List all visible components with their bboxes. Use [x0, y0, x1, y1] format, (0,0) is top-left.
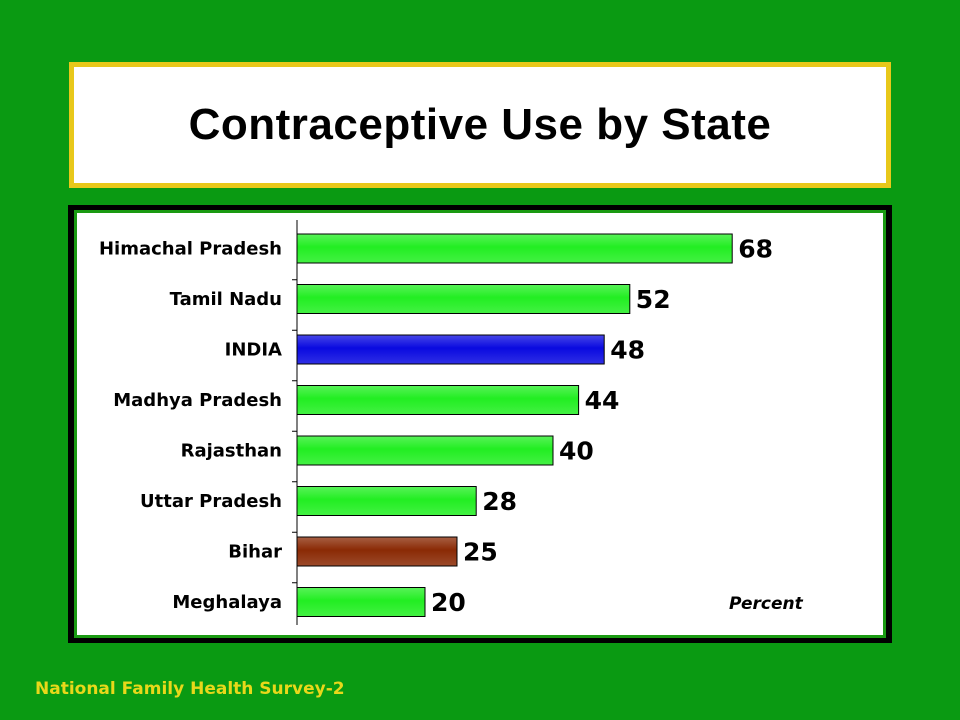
category-label: Tamil Nadu — [170, 289, 282, 310]
bar-india — [296, 334, 605, 365]
data-label: 44 — [585, 386, 620, 415]
bar-uttar-pradesh — [296, 486, 477, 516]
category-label: Himachal Pradesh — [99, 239, 282, 260]
data-label: 25 — [463, 538, 498, 567]
category-label: Rajasthan — [181, 441, 282, 462]
data-label: 20 — [431, 588, 466, 617]
x-axis-label: Percent — [729, 594, 804, 614]
data-label: 48 — [610, 336, 645, 365]
category-label: Uttar Pradesh — [140, 491, 282, 512]
category-label: Meghalaya — [172, 592, 282, 613]
category-label: INDIA — [225, 340, 282, 361]
data-label: 40 — [559, 437, 594, 466]
category-label: Bihar — [228, 542, 282, 563]
data-label: 52 — [636, 285, 671, 314]
bar-himachal-pradesh — [296, 233, 733, 264]
bar-bihar — [296, 536, 458, 567]
bar-rajasthan — [296, 435, 554, 466]
chart-canvas: Himachal Pradesh 68 Tamil Nadu 52 INDIA 48 Mad… — [77, 213, 883, 635]
bar-chart: Himachal Pradesh 68 Tamil Nadu 52 INDIA 48 Mad… — [99, 220, 804, 625]
category-label: Madhya Pradesh — [113, 390, 282, 411]
title-panel: Contraceptive Use by State — [69, 62, 891, 188]
chart-title: Contraceptive Use by State — [188, 100, 772, 149]
bar-tamil-nadu — [296, 284, 631, 314]
data-label: 28 — [482, 487, 517, 516]
footer-source: National Family Health Survey-2 — [35, 679, 345, 699]
data-label: 68 — [738, 235, 773, 264]
bar-meghalaya — [296, 587, 426, 617]
bar-madhya-pradesh — [296, 385, 580, 415]
